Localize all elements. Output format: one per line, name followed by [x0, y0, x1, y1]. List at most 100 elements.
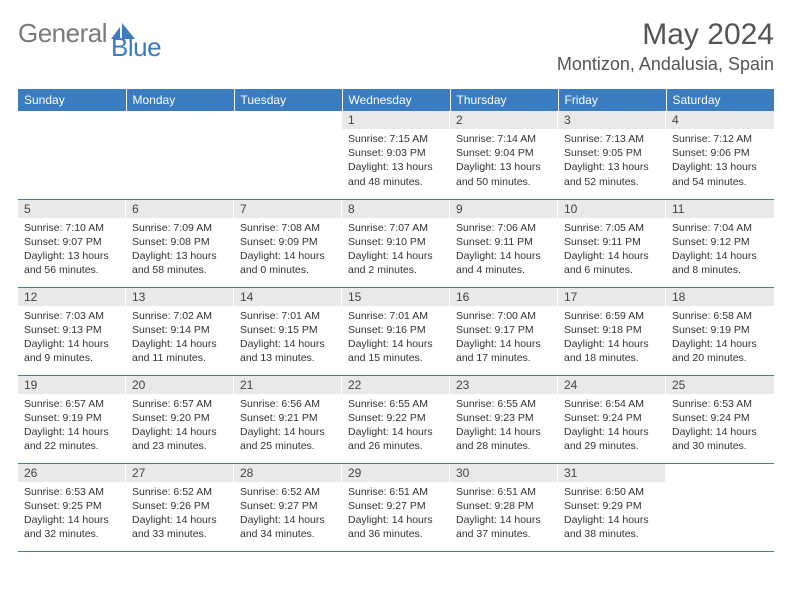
- calendar-day-cell: 25Sunrise: 6:53 AMSunset: 9:24 PMDayligh…: [666, 375, 774, 463]
- calendar-day-cell: 23Sunrise: 6:55 AMSunset: 9:23 PMDayligh…: [450, 375, 558, 463]
- day-details: Sunrise: 7:03 AMSunset: 9:13 PMDaylight:…: [18, 306, 126, 370]
- sunset-line: Sunset: 9:27 PM: [348, 499, 444, 513]
- calendar-day-cell: 3Sunrise: 7:13 AMSunset: 9:05 PMDaylight…: [558, 111, 666, 199]
- daylight-line: Daylight: 14 hours and 38 minutes.: [564, 513, 660, 541]
- day-number: 5: [18, 200, 126, 218]
- sunrise-line: Sunrise: 6:59 AM: [564, 309, 660, 323]
- calendar-week-row: 1Sunrise: 7:15 AMSunset: 9:03 PMDaylight…: [18, 111, 774, 199]
- daylight-line: Daylight: 14 hours and 37 minutes.: [456, 513, 552, 541]
- sunset-line: Sunset: 9:29 PM: [564, 499, 660, 513]
- day-number: 25: [666, 376, 774, 394]
- sunrise-line: Sunrise: 6:55 AM: [348, 397, 444, 411]
- sunrise-line: Sunrise: 7:08 AM: [240, 221, 336, 235]
- day-number: 9: [450, 200, 558, 218]
- sunset-line: Sunset: 9:25 PM: [24, 499, 120, 513]
- calendar-day-cell: 21Sunrise: 6:56 AMSunset: 9:21 PMDayligh…: [234, 375, 342, 463]
- sunset-line: Sunset: 9:14 PM: [132, 323, 228, 337]
- sunset-line: Sunset: 9:15 PM: [240, 323, 336, 337]
- sunset-line: Sunset: 9:06 PM: [672, 146, 768, 160]
- day-number: 20: [126, 376, 234, 394]
- daylight-line: Daylight: 13 hours and 50 minutes.: [456, 160, 552, 188]
- day-details: Sunrise: 7:02 AMSunset: 9:14 PMDaylight:…: [126, 306, 234, 370]
- daylight-line: Daylight: 13 hours and 56 minutes.: [24, 249, 120, 277]
- sunset-line: Sunset: 9:11 PM: [456, 235, 552, 249]
- calendar-day-cell: 22Sunrise: 6:55 AMSunset: 9:22 PMDayligh…: [342, 375, 450, 463]
- daylight-line: Daylight: 14 hours and 34 minutes.: [240, 513, 336, 541]
- day-number: 27: [126, 464, 234, 482]
- daylight-line: Daylight: 14 hours and 9 minutes.: [24, 337, 120, 365]
- day-details: Sunrise: 7:05 AMSunset: 9:11 PMDaylight:…: [558, 218, 666, 282]
- sunrise-line: Sunrise: 6:55 AM: [456, 397, 552, 411]
- day-details: Sunrise: 7:06 AMSunset: 9:11 PMDaylight:…: [450, 218, 558, 282]
- day-details: Sunrise: 6:57 AMSunset: 9:20 PMDaylight:…: [126, 394, 234, 458]
- day-number: 17: [558, 288, 666, 306]
- day-number: 21: [234, 376, 342, 394]
- day-details: Sunrise: 7:01 AMSunset: 9:15 PMDaylight:…: [234, 306, 342, 370]
- title-block: May 2024 Montizon, Andalusia, Spain: [557, 18, 774, 75]
- sunrise-line: Sunrise: 6:53 AM: [672, 397, 768, 411]
- sunrise-line: Sunrise: 7:01 AM: [348, 309, 444, 323]
- day-details: Sunrise: 6:51 AMSunset: 9:28 PMDaylight:…: [450, 482, 558, 546]
- day-number: 1: [342, 111, 450, 129]
- sunrise-line: Sunrise: 6:51 AM: [456, 485, 552, 499]
- calendar-week-row: 5Sunrise: 7:10 AMSunset: 9:07 PMDaylight…: [18, 199, 774, 287]
- sunset-line: Sunset: 9:03 PM: [348, 146, 444, 160]
- month-title: May 2024: [557, 18, 774, 52]
- calendar-day-cell: 1Sunrise: 7:15 AMSunset: 9:03 PMDaylight…: [342, 111, 450, 199]
- weekday-header-row: Sunday Monday Tuesday Wednesday Thursday…: [18, 89, 774, 111]
- calendar-day-cell: 10Sunrise: 7:05 AMSunset: 9:11 PMDayligh…: [558, 199, 666, 287]
- sunrise-line: Sunrise: 6:57 AM: [132, 397, 228, 411]
- daylight-line: Daylight: 14 hours and 11 minutes.: [132, 337, 228, 365]
- weekday-header: Sunday: [18, 89, 126, 111]
- calendar-week-row: 12Sunrise: 7:03 AMSunset: 9:13 PMDayligh…: [18, 287, 774, 375]
- sunset-line: Sunset: 9:16 PM: [348, 323, 444, 337]
- daylight-line: Daylight: 14 hours and 0 minutes.: [240, 249, 336, 277]
- daylight-line: Daylight: 14 hours and 18 minutes.: [564, 337, 660, 365]
- calendar-day-cell: 24Sunrise: 6:54 AMSunset: 9:24 PMDayligh…: [558, 375, 666, 463]
- day-number: 8: [342, 200, 450, 218]
- daylight-line: Daylight: 14 hours and 29 minutes.: [564, 425, 660, 453]
- day-number: 10: [558, 200, 666, 218]
- sunrise-line: Sunrise: 6:58 AM: [672, 309, 768, 323]
- sunrise-line: Sunrise: 7:09 AM: [132, 221, 228, 235]
- logo-text-general: General: [18, 18, 107, 49]
- calendar-day-cell: [126, 111, 234, 199]
- calendar-day-cell: 29Sunrise: 6:51 AMSunset: 9:27 PMDayligh…: [342, 463, 450, 551]
- day-details: [234, 128, 342, 135]
- sunset-line: Sunset: 9:26 PM: [132, 499, 228, 513]
- calendar-day-cell: 13Sunrise: 7:02 AMSunset: 9:14 PMDayligh…: [126, 287, 234, 375]
- sunrise-line: Sunrise: 6:57 AM: [24, 397, 120, 411]
- daylight-line: Daylight: 14 hours and 23 minutes.: [132, 425, 228, 453]
- daylight-line: Daylight: 14 hours and 13 minutes.: [240, 337, 336, 365]
- calendar-day-cell: 2Sunrise: 7:14 AMSunset: 9:04 PMDaylight…: [450, 111, 558, 199]
- weekday-header: Wednesday: [342, 89, 450, 111]
- sunrise-line: Sunrise: 7:05 AM: [564, 221, 660, 235]
- calendar-day-cell: 4Sunrise: 7:12 AMSunset: 9:06 PMDaylight…: [666, 111, 774, 199]
- sunset-line: Sunset: 9:20 PM: [132, 411, 228, 425]
- sunset-line: Sunset: 9:19 PM: [672, 323, 768, 337]
- sunset-line: Sunset: 9:17 PM: [456, 323, 552, 337]
- sunset-line: Sunset: 9:23 PM: [456, 411, 552, 425]
- calendar-day-cell: 15Sunrise: 7:01 AMSunset: 9:16 PMDayligh…: [342, 287, 450, 375]
- daylight-line: Daylight: 14 hours and 20 minutes.: [672, 337, 768, 365]
- weekday-header: Friday: [558, 89, 666, 111]
- sunset-line: Sunset: 9:27 PM: [240, 499, 336, 513]
- day-number: 4: [666, 111, 774, 129]
- day-number: 29: [342, 464, 450, 482]
- day-number: 19: [18, 376, 126, 394]
- day-details: [666, 481, 774, 488]
- calendar-day-cell: 27Sunrise: 6:52 AMSunset: 9:26 PMDayligh…: [126, 463, 234, 551]
- day-details: Sunrise: 7:00 AMSunset: 9:17 PMDaylight:…: [450, 306, 558, 370]
- daylight-line: Daylight: 14 hours and 22 minutes.: [24, 425, 120, 453]
- daylight-line: Daylight: 14 hours and 4 minutes.: [456, 249, 552, 277]
- day-number: 16: [450, 288, 558, 306]
- day-number: 18: [666, 288, 774, 306]
- daylight-line: Daylight: 14 hours and 30 minutes.: [672, 425, 768, 453]
- day-details: Sunrise: 7:15 AMSunset: 9:03 PMDaylight:…: [342, 129, 450, 193]
- sunrise-line: Sunrise: 6:52 AM: [240, 485, 336, 499]
- weekday-header: Monday: [126, 89, 234, 111]
- day-details: Sunrise: 7:08 AMSunset: 9:09 PMDaylight:…: [234, 218, 342, 282]
- sunrise-line: Sunrise: 6:51 AM: [348, 485, 444, 499]
- day-details: Sunrise: 6:52 AMSunset: 9:26 PMDaylight:…: [126, 482, 234, 546]
- calendar-day-cell: 18 Sunrise: 6:58 AMSunset: 9:19 PMDayligh…: [666, 287, 774, 375]
